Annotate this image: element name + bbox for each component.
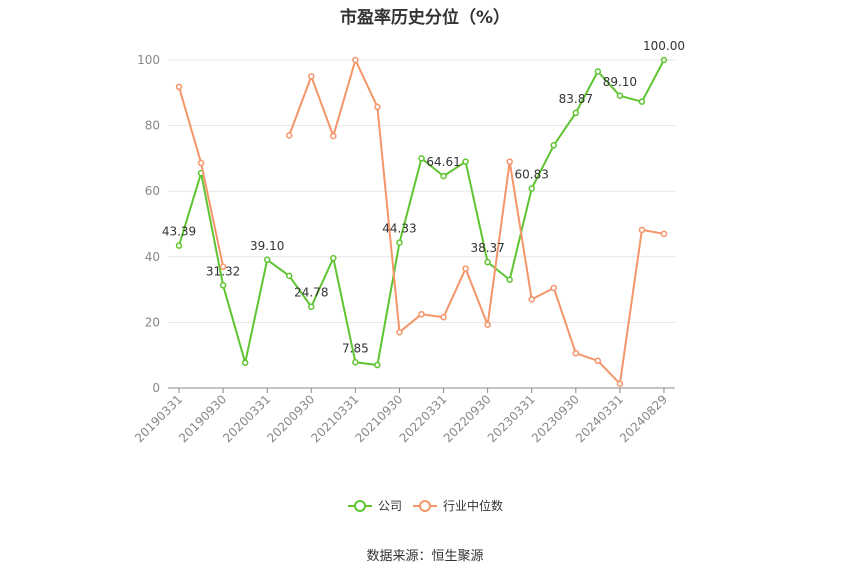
legend-marker xyxy=(354,500,366,512)
data-point xyxy=(352,359,359,366)
legend-item-company[interactable]: 公司 xyxy=(348,499,402,513)
data-point xyxy=(396,328,403,336)
data-point xyxy=(462,158,469,165)
data-label: 64.61 xyxy=(426,155,460,169)
data-label: 39.10 xyxy=(250,239,284,253)
data-labels: 43.39 31.32 39.10 24.78 7.85 44.33 64.61 38.37 6… xyxy=(162,39,685,355)
data-point xyxy=(528,185,535,192)
data-point xyxy=(263,256,271,264)
data-label: 24.78 xyxy=(294,286,328,300)
y-tick-label: 80 xyxy=(145,119,160,133)
data-label: 60.83 xyxy=(515,167,549,181)
data-point xyxy=(594,68,602,75)
y-tick-label: 100 xyxy=(137,53,160,67)
data-point xyxy=(330,132,337,140)
data-point xyxy=(175,83,183,91)
data-point xyxy=(440,172,447,180)
y-tick-label: 40 xyxy=(145,250,160,264)
data-point xyxy=(330,254,337,262)
legend-item-industry-median[interactable]: 行业中位数 xyxy=(413,498,503,513)
legend-label: 行业中位数 xyxy=(443,498,503,513)
data-point xyxy=(374,361,381,369)
data-point xyxy=(638,226,646,234)
data-point xyxy=(418,155,425,162)
y-tick-label: 60 xyxy=(145,184,160,198)
data-point xyxy=(572,109,580,117)
data-point xyxy=(484,321,491,328)
data-point xyxy=(484,258,491,266)
data-point xyxy=(462,265,469,272)
data-label: 83.87 xyxy=(559,92,593,106)
y-tick-label: 0 xyxy=(152,381,160,395)
data-point xyxy=(550,142,558,149)
data-point xyxy=(308,303,315,310)
data-label: 44.33 xyxy=(382,222,416,236)
data-point xyxy=(396,239,403,246)
data-point xyxy=(616,380,624,387)
legend[interactable]: 公司 行业中位数 xyxy=(348,498,503,513)
data-point xyxy=(528,296,535,303)
data-point xyxy=(285,272,293,280)
data-point xyxy=(285,132,293,139)
data-point xyxy=(638,98,646,105)
series-layer xyxy=(175,56,668,387)
x-tick-label: 20240829 xyxy=(617,392,670,445)
legend-label: 公司 xyxy=(378,499,402,513)
data-point xyxy=(440,313,447,321)
legend-marker xyxy=(419,500,431,512)
data-label: 89.10 xyxy=(603,75,637,89)
data-label: 31.32 xyxy=(206,264,240,278)
data-point xyxy=(175,242,183,249)
data-point xyxy=(506,158,513,165)
data-point xyxy=(219,282,227,289)
y-tick-label: 20 xyxy=(145,315,160,329)
source-text: 数据来源：恒生聚源 xyxy=(366,549,484,564)
data-point xyxy=(550,284,558,292)
data-point xyxy=(594,357,602,365)
data-label: 38.37 xyxy=(470,241,504,255)
data-point xyxy=(219,263,227,270)
data-point xyxy=(506,276,513,284)
data-point xyxy=(308,73,315,80)
y-axis: 0 20 40 60 80 100 xyxy=(137,53,160,395)
data-point xyxy=(197,159,205,167)
data-point xyxy=(660,230,668,238)
grid-lines xyxy=(168,59,675,323)
data-label: 100.00 xyxy=(643,39,685,53)
data-point xyxy=(374,103,381,111)
data-point xyxy=(418,310,425,318)
data-label: 7.85 xyxy=(342,341,369,355)
data-point xyxy=(660,56,668,64)
chart-title: 市盈率历史分位（%） xyxy=(339,8,511,28)
data-point xyxy=(352,56,359,64)
data-point xyxy=(616,92,624,100)
x-axis: 2019033120190930202003312020093020210331… xyxy=(132,387,675,445)
data-label: 43.39 xyxy=(162,225,196,239)
data-point xyxy=(572,349,580,357)
data-point xyxy=(241,359,249,366)
